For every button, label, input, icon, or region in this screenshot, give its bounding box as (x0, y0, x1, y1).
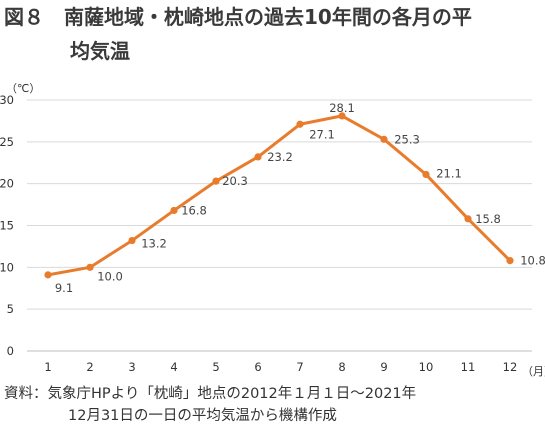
x-tick-label: 3 (128, 360, 135, 374)
y-tick-label: 30 (0, 93, 14, 107)
x-tick-label: 5 (212, 360, 219, 374)
x-axis-unit: （月） (522, 365, 545, 378)
y-tick-label: 20 (0, 177, 14, 191)
y-tick-label: 15 (0, 219, 14, 233)
data-point (380, 135, 388, 143)
chart-title: 図８ 南薩地域・枕崎地点の過去10年間の各月の平 均気温 (4, 0, 544, 68)
x-tick-label: 11 (461, 360, 476, 374)
y-tick-label: 25 (0, 135, 14, 149)
data-point (338, 112, 346, 120)
data-label: 13.2 (141, 237, 167, 251)
x-tick-label: 2 (86, 360, 93, 374)
x-tick-label: 9 (380, 360, 387, 374)
data-label: 27.1 (309, 127, 335, 141)
data-point (464, 215, 472, 223)
data-point (170, 206, 178, 215)
data-point (86, 263, 94, 271)
x-tick-label: 12 (503, 360, 518, 374)
chart-title-line1: 図８ 南薩地域・枕崎地点の過去10年間の各月の平 (4, 5, 472, 29)
data-label: 10.8 (520, 254, 545, 268)
y-tick-label: 5 (7, 302, 14, 316)
y-tick-label: 10 (0, 260, 14, 274)
data-label: 9.1 (55, 281, 73, 295)
x-tick-label: 10 (419, 360, 434, 374)
data-label: 28.1 (329, 101, 355, 115)
data-point (128, 236, 136, 245)
x-tick-label: 1 (44, 360, 51, 374)
data-point (44, 271, 52, 279)
y-tick-label: 0 (7, 344, 14, 358)
data-label: 23.2 (267, 150, 293, 164)
source-note: 資料：気象庁HPより「枕崎」地点の2012年１月１日～2021年 12月31日の… (4, 383, 416, 427)
data-label: 21.1 (436, 166, 462, 180)
data-label: 10.0 (97, 269, 123, 283)
x-tick-label: 8 (338, 360, 345, 374)
series-line (47, 114, 512, 277)
data-point (296, 120, 304, 128)
x-tick-label: 4 (170, 360, 177, 374)
data-label: 25.3 (394, 132, 420, 146)
data-point (212, 177, 220, 185)
data-point (422, 170, 430, 179)
data-point (506, 257, 514, 265)
source-note-line2: 12月31日の一日の平均気温から機構作成 (68, 408, 337, 424)
data-label: 20.3 (222, 174, 248, 188)
source-note-line1: 資料：気象庁HPより「枕崎」地点の2012年１月１日～2021年 (4, 386, 417, 402)
data-label: 16.8 (181, 203, 207, 217)
x-tick-label: 7 (296, 360, 303, 374)
y-axis-unit: （℃） (6, 82, 41, 95)
data-label: 15.8 (475, 212, 501, 226)
data-point (254, 153, 262, 161)
chart-title-line2: 均気温 (70, 39, 130, 63)
x-tick-label: 6 (254, 360, 261, 374)
